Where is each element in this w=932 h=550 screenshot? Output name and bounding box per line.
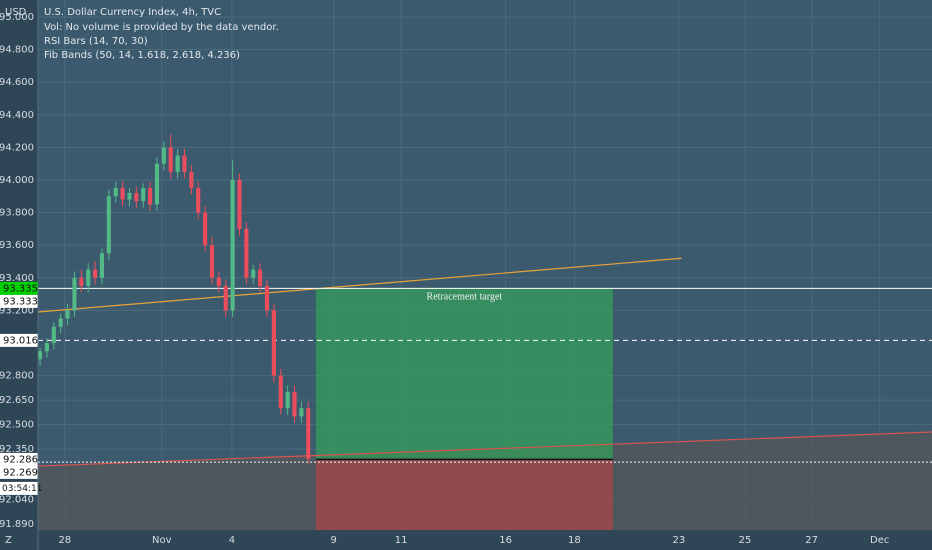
x-tick-label: 9 bbox=[331, 535, 337, 546]
y-tick-label: 93.200 bbox=[0, 305, 34, 316]
countdown-tag bbox=[0, 481, 38, 495]
y-tick-label: 94.800 bbox=[0, 45, 34, 56]
candle-body bbox=[292, 391, 297, 417]
candle-body bbox=[278, 375, 283, 409]
candle-body bbox=[209, 245, 215, 278]
y-tick-label: 93.600 bbox=[0, 240, 34, 251]
x-tick-label: 16 bbox=[499, 535, 512, 546]
candle-body bbox=[38, 351, 43, 360]
legend-line: Fib Bands (50, 14, 1.618, 2.618, 4.236) bbox=[44, 50, 240, 61]
price-tag-label: 93.333 bbox=[3, 296, 38, 307]
target-label: Retracement target bbox=[427, 292, 503, 303]
candle-body bbox=[65, 310, 70, 319]
price-tag bbox=[0, 333, 38, 347]
y-tick-label: 94.400 bbox=[0, 110, 34, 121]
price-tag-label: 93.335 bbox=[3, 283, 38, 294]
candle-body bbox=[237, 179, 242, 229]
candle-body bbox=[120, 188, 125, 200]
candle-body bbox=[113, 188, 118, 197]
trendline bbox=[37, 431, 932, 467]
y-tick-label: 92.800 bbox=[0, 371, 34, 382]
legend-line: RSI Bars (14, 70, 30) bbox=[44, 36, 148, 47]
candle-body bbox=[189, 171, 194, 189]
legend: U.S. Dollar Currency Index, 4h, TVC Vol:… bbox=[44, 7, 279, 61]
x-tick-label: 27 bbox=[805, 535, 818, 546]
candle-body bbox=[271, 310, 276, 376]
x-tick-label: 11 bbox=[395, 535, 408, 546]
x-tick-label: 4 bbox=[229, 535, 235, 546]
candle-body bbox=[264, 285, 270, 311]
candle-body bbox=[161, 147, 166, 164]
y-tick-label: 95.000 bbox=[0, 12, 34, 23]
candle-body bbox=[106, 196, 111, 254]
candle-body bbox=[72, 277, 77, 311]
candle-body bbox=[216, 277, 221, 286]
x-tick-label: Nov bbox=[152, 535, 172, 546]
x-tick-label: Dec bbox=[870, 535, 889, 546]
candle-body bbox=[223, 285, 228, 311]
candle-body bbox=[203, 212, 208, 246]
candle-body bbox=[134, 193, 139, 202]
x-tick-label: 18 bbox=[568, 535, 581, 546]
price-tag-label: 93.016 bbox=[3, 335, 38, 346]
currency-label: USD bbox=[5, 7, 27, 18]
y-tick-label: 92.650 bbox=[0, 395, 34, 406]
candle-body bbox=[154, 163, 160, 205]
candle-body bbox=[99, 253, 105, 278]
candle-body bbox=[182, 155, 187, 172]
y-tick-label: 91.890 bbox=[0, 519, 34, 530]
y-tick-label: 94.000 bbox=[0, 175, 34, 186]
candle-body bbox=[86, 269, 91, 286]
candle-body bbox=[306, 408, 311, 459]
candle-body bbox=[251, 269, 256, 278]
trendline bbox=[37, 257, 682, 313]
candle-body bbox=[44, 343, 50, 352]
candle-body bbox=[230, 179, 235, 311]
candle-body bbox=[285, 391, 290, 409]
candle-body bbox=[58, 318, 63, 327]
price-tag bbox=[0, 465, 38, 479]
candle-body bbox=[79, 277, 84, 286]
plot-layer: Retracement target bbox=[37, 0, 932, 530]
x-tick-label: 28 bbox=[58, 535, 71, 546]
candle-body bbox=[168, 147, 173, 172]
countdown-label: 03:54:11 bbox=[2, 484, 42, 494]
chart-title: U.S. Dollar Currency Index, 4h, TVC bbox=[44, 7, 221, 18]
time-axis bbox=[38, 530, 932, 550]
price-tag bbox=[0, 452, 38, 466]
candle-body bbox=[148, 188, 153, 205]
y-tick-label: 94.200 bbox=[0, 142, 34, 153]
candle-body bbox=[196, 188, 201, 213]
price-tag-label: 92.269 bbox=[3, 467, 38, 478]
price-tag-label: 92.286 bbox=[3, 454, 38, 465]
candle-body bbox=[299, 408, 304, 417]
y-tick-label: 93.400 bbox=[0, 273, 34, 284]
y-tick-label: 92.500 bbox=[0, 420, 34, 431]
corner-label: Z bbox=[5, 535, 12, 546]
y-tick-label: 94.600 bbox=[0, 77, 34, 88]
target-zone bbox=[315, 288, 613, 460]
candle-body bbox=[244, 228, 249, 278]
stop-zone bbox=[315, 459, 613, 530]
legend-line: Vol: No volume is provided by the data v… bbox=[44, 22, 279, 33]
y-tick-label: 92.350 bbox=[0, 444, 34, 455]
candle-body bbox=[127, 193, 132, 200]
candle-body bbox=[93, 269, 98, 278]
candle-body bbox=[175, 155, 180, 172]
candle-body bbox=[141, 188, 146, 202]
candle-body bbox=[258, 269, 263, 286]
candle-body bbox=[51, 326, 56, 344]
price-tag bbox=[0, 281, 38, 295]
y-tick-label: 93.800 bbox=[0, 208, 34, 219]
x-tick-label: 25 bbox=[739, 535, 752, 546]
price-tag bbox=[0, 294, 38, 308]
y-tick-label: 92.040 bbox=[0, 495, 34, 506]
x-tick-label: 23 bbox=[673, 535, 686, 546]
